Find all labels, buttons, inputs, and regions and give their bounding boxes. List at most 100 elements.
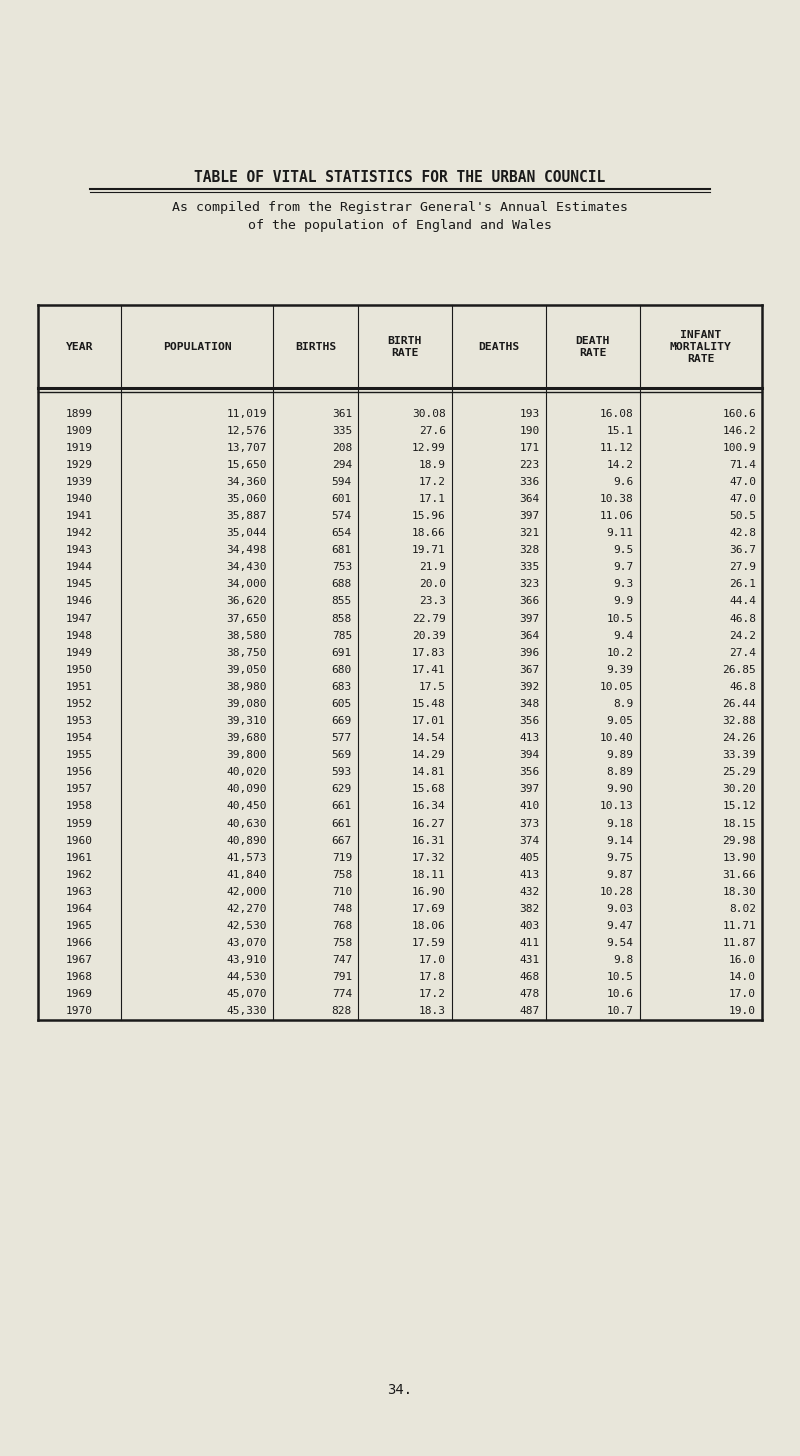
Text: 35,060: 35,060: [226, 494, 267, 504]
Text: 35,887: 35,887: [226, 511, 267, 521]
Text: 758: 758: [332, 869, 352, 879]
Text: 11.12: 11.12: [600, 443, 634, 453]
Text: 719: 719: [332, 853, 352, 863]
Text: POPULATION: POPULATION: [162, 342, 231, 351]
Text: 23.3: 23.3: [419, 597, 446, 607]
Text: 11.87: 11.87: [722, 938, 756, 948]
Text: 34,000: 34,000: [226, 579, 267, 590]
Text: 431: 431: [519, 955, 540, 965]
Text: 38,980: 38,980: [226, 681, 267, 692]
Text: 667: 667: [332, 836, 352, 846]
Text: 15.48: 15.48: [412, 699, 446, 709]
Text: 661: 661: [332, 801, 352, 811]
Text: 16.0: 16.0: [729, 955, 756, 965]
Text: 17.83: 17.83: [412, 648, 446, 658]
Text: 1951: 1951: [66, 681, 93, 692]
Text: 27.4: 27.4: [729, 648, 756, 658]
Text: 41,573: 41,573: [226, 853, 267, 863]
Text: 16.31: 16.31: [412, 836, 446, 846]
Text: 1945: 1945: [66, 579, 93, 590]
Text: 1919: 1919: [66, 443, 93, 453]
Text: 1963: 1963: [66, 887, 93, 897]
Text: 17.41: 17.41: [412, 665, 446, 674]
Text: 9.7: 9.7: [614, 562, 634, 572]
Text: 9.39: 9.39: [606, 665, 634, 674]
Text: 396: 396: [519, 648, 540, 658]
Text: 1944: 1944: [66, 562, 93, 572]
Text: 39,080: 39,080: [226, 699, 267, 709]
Text: 1952: 1952: [66, 699, 93, 709]
Text: 16.08: 16.08: [600, 409, 634, 418]
Text: 487: 487: [519, 1006, 540, 1016]
Text: 8.89: 8.89: [606, 767, 634, 778]
Text: 294: 294: [332, 460, 352, 470]
Text: 1946: 1946: [66, 597, 93, 607]
Text: 1941: 1941: [66, 511, 93, 521]
Text: 37,650: 37,650: [226, 613, 267, 623]
Text: 1953: 1953: [66, 716, 93, 727]
Text: 29.98: 29.98: [722, 836, 756, 846]
Text: 34,498: 34,498: [226, 545, 267, 555]
Text: 42,270: 42,270: [226, 904, 267, 914]
Text: 335: 335: [332, 425, 352, 435]
Text: 9.87: 9.87: [606, 869, 634, 879]
Text: 15.96: 15.96: [412, 511, 446, 521]
Text: 71.4: 71.4: [729, 460, 756, 470]
Text: 190: 190: [519, 425, 540, 435]
Text: 9.5: 9.5: [614, 545, 634, 555]
Text: 1962: 1962: [66, 869, 93, 879]
Text: 10.38: 10.38: [600, 494, 634, 504]
Text: 44.4: 44.4: [729, 597, 756, 607]
Text: 374: 374: [519, 836, 540, 846]
Text: DEATHS: DEATHS: [478, 342, 519, 351]
Text: 1899: 1899: [66, 409, 93, 418]
Text: 12.99: 12.99: [412, 443, 446, 453]
Text: 681: 681: [332, 545, 352, 555]
Text: 478: 478: [519, 990, 540, 999]
Text: 1954: 1954: [66, 734, 93, 743]
Text: 34,360: 34,360: [226, 478, 267, 486]
Text: 47.0: 47.0: [729, 478, 756, 486]
Text: 361: 361: [332, 409, 352, 418]
Text: 1940: 1940: [66, 494, 93, 504]
Text: 17.59: 17.59: [412, 938, 446, 948]
Text: 10.40: 10.40: [600, 734, 634, 743]
Text: 397: 397: [519, 613, 540, 623]
Text: 768: 768: [332, 922, 352, 930]
Text: 24.26: 24.26: [722, 734, 756, 743]
Text: 364: 364: [519, 630, 540, 641]
Text: 40,630: 40,630: [226, 818, 267, 828]
Text: TABLE OF VITAL STATISTICS FOR THE URBAN COUNCIL: TABLE OF VITAL STATISTICS FOR THE URBAN …: [194, 170, 606, 185]
Text: 605: 605: [332, 699, 352, 709]
Text: 27.9: 27.9: [729, 562, 756, 572]
Text: 9.9: 9.9: [614, 597, 634, 607]
Text: YEAR: YEAR: [66, 342, 94, 351]
Text: 367: 367: [519, 665, 540, 674]
Text: 223: 223: [519, 460, 540, 470]
Text: 17.1: 17.1: [419, 494, 446, 504]
Text: 373: 373: [519, 818, 540, 828]
Text: 405: 405: [519, 853, 540, 863]
Text: 323: 323: [519, 579, 540, 590]
Text: 1958: 1958: [66, 801, 93, 811]
Text: 13,707: 13,707: [226, 443, 267, 453]
Text: 1959: 1959: [66, 818, 93, 828]
Text: 855: 855: [332, 597, 352, 607]
Text: 654: 654: [332, 529, 352, 539]
Text: 36,620: 36,620: [226, 597, 267, 607]
Text: 468: 468: [519, 973, 540, 983]
Text: 11.06: 11.06: [600, 511, 634, 521]
Text: 18.11: 18.11: [412, 869, 446, 879]
Text: 11,019: 11,019: [226, 409, 267, 418]
Text: 9.89: 9.89: [606, 750, 634, 760]
Text: 20.0: 20.0: [419, 579, 446, 590]
Text: 1948: 1948: [66, 630, 93, 641]
Text: 24.2: 24.2: [729, 630, 756, 641]
Text: 669: 669: [332, 716, 352, 727]
Text: 46.8: 46.8: [729, 613, 756, 623]
Text: 14.54: 14.54: [412, 734, 446, 743]
Text: 17.2: 17.2: [419, 478, 446, 486]
Text: INFANT
MORTALITY
RATE: INFANT MORTALITY RATE: [670, 329, 732, 364]
Text: 10.13: 10.13: [600, 801, 634, 811]
Text: 38,750: 38,750: [226, 648, 267, 658]
